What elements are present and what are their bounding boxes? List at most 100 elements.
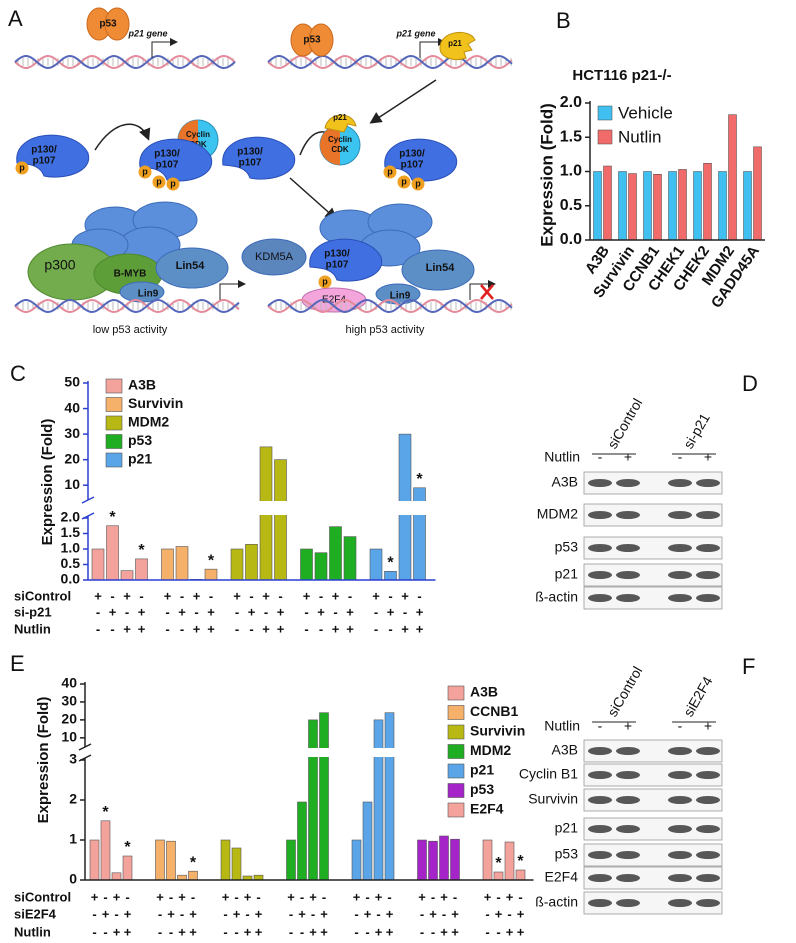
condition-sign: - xyxy=(245,906,249,921)
blot-band xyxy=(616,874,640,882)
bar xyxy=(703,163,712,241)
condition-sign: + xyxy=(372,588,380,603)
y-tick-label: 10 xyxy=(61,729,77,745)
bar xyxy=(493,871,504,881)
condition-label: si-p21 xyxy=(14,604,52,619)
legend-label: E2F4 xyxy=(470,801,504,817)
y-tick-label: 30 xyxy=(64,425,80,441)
gene-arrow xyxy=(469,280,496,300)
condition-sign: + xyxy=(451,924,459,939)
condition-sign: - xyxy=(110,621,114,636)
legend-label: A3B xyxy=(470,684,498,700)
legend-label: p53 xyxy=(128,432,152,448)
condition-sign: + xyxy=(124,906,132,921)
bar xyxy=(428,840,438,881)
legend-swatch xyxy=(447,802,465,818)
blot-band xyxy=(588,796,612,804)
condition-sign: - xyxy=(322,889,326,904)
dna-strand xyxy=(14,55,236,69)
y-tick-label: 1.0 xyxy=(560,163,582,180)
blot-band xyxy=(696,851,720,859)
bar xyxy=(693,171,702,241)
condition-sign: + xyxy=(189,924,197,939)
blot-band xyxy=(696,899,720,907)
condition-sign: - xyxy=(304,621,308,636)
bar xyxy=(482,839,493,881)
phosphate xyxy=(15,161,29,175)
condition-sign: - xyxy=(289,924,293,939)
diagram-label: p21 gene xyxy=(395,28,435,38)
legend-swatch xyxy=(105,452,123,468)
condition-sign: - xyxy=(223,906,227,921)
diagram-label: B-MYB xyxy=(114,269,147,280)
diagram-label: E2F4 xyxy=(322,295,346,306)
condition-sign: - xyxy=(96,604,100,619)
condition-sign: - xyxy=(256,889,260,904)
y-tick-label: 50 xyxy=(64,374,80,390)
significance-mark: * xyxy=(416,471,423,488)
p21-protein xyxy=(324,114,357,133)
bar xyxy=(111,872,122,881)
condition-sign: + xyxy=(353,889,361,904)
condition-sign: - xyxy=(311,906,315,921)
p130-p107-complex xyxy=(222,136,296,180)
condition-sign: - xyxy=(485,924,489,939)
condition-sign: - xyxy=(249,621,253,636)
diagram-label: p21 gene xyxy=(127,28,167,38)
condition-sign: + xyxy=(222,889,230,904)
condition-sign: + xyxy=(233,588,241,603)
condition-sign: + xyxy=(303,588,311,603)
diagram-label: p xyxy=(170,178,176,188)
condition-sign: + xyxy=(193,621,201,636)
condition-label: siE2F4 xyxy=(14,906,57,921)
diagram-label: p xyxy=(322,276,328,286)
bar xyxy=(135,558,148,581)
diagram-label: p130/ xyxy=(237,147,263,158)
legend-swatch xyxy=(447,685,465,701)
condition-sign: + xyxy=(262,621,270,636)
bar xyxy=(188,870,198,881)
chart-title: HCT116 p21-/- xyxy=(572,67,671,84)
blot-band xyxy=(668,544,692,552)
legend-swatch xyxy=(597,105,613,121)
condition-sign: + xyxy=(332,588,340,603)
bar xyxy=(504,841,515,881)
bar xyxy=(384,712,395,881)
blot-strip xyxy=(583,471,723,495)
panel-letter: E xyxy=(10,651,25,676)
column-label: si-p21 xyxy=(680,410,713,451)
y-axis-label: Expression (Fold) xyxy=(35,697,52,824)
blot-band xyxy=(616,851,640,859)
blot-strip xyxy=(583,866,723,890)
bar xyxy=(362,801,373,881)
condition-sign: - xyxy=(431,924,435,939)
blot-band xyxy=(696,796,720,804)
blot-strip xyxy=(583,788,723,812)
condition-sign: - xyxy=(125,889,129,904)
treatment-sign: + xyxy=(624,718,632,734)
condition-sign: - xyxy=(354,906,358,921)
condition-sign: - xyxy=(376,906,380,921)
condition-sign: - xyxy=(180,621,184,636)
condition-sign: - xyxy=(289,906,293,921)
y-tick-label: 40 xyxy=(61,675,77,691)
condition-sign: + xyxy=(298,906,306,921)
blot-band xyxy=(616,594,640,602)
y-tick-label: 1.5 xyxy=(61,524,81,540)
dna-strand xyxy=(14,299,240,313)
blot-row-label: MDM2 xyxy=(537,506,578,522)
blot-strip xyxy=(583,563,723,587)
bar xyxy=(230,548,244,581)
diagram-label: p107 xyxy=(326,260,349,271)
diagram-label: p107 xyxy=(239,158,262,169)
condition-sign: + xyxy=(94,588,102,603)
condition-sign: - xyxy=(278,588,282,603)
y-tick-label: 0.0 xyxy=(560,231,582,248)
legend-swatch xyxy=(105,397,123,412)
condition-sign: + xyxy=(416,621,424,636)
y-tick-label: 1.5 xyxy=(560,128,582,145)
blot-band xyxy=(696,479,720,487)
bar xyxy=(593,171,602,241)
